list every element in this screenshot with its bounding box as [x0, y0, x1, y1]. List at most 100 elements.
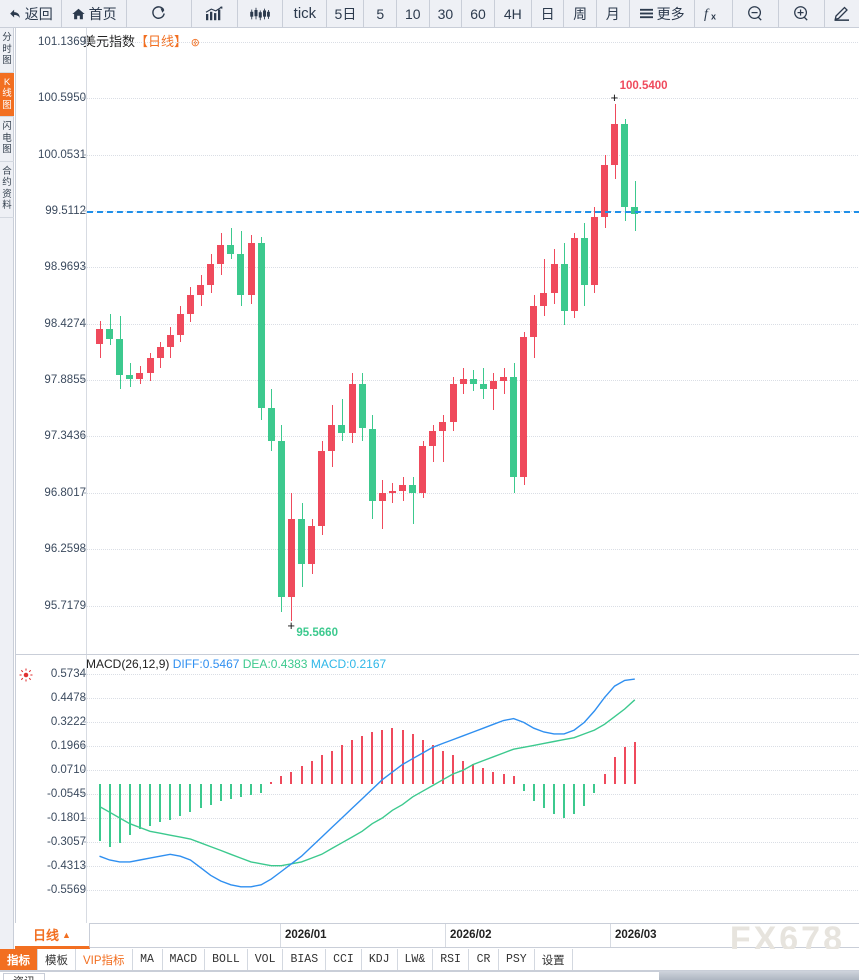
price-gridline — [87, 42, 859, 43]
more-button[interactable]: 更多 — [629, 0, 695, 27]
macd-gridline — [87, 842, 859, 843]
macd-y-tick-label: -0.0545 — [46, 788, 86, 800]
sidebar-filler — [0, 218, 13, 227]
sidebar-item-kline[interactable]: K线图 — [0, 72, 14, 117]
chart-type-candle-button[interactable] — [237, 0, 284, 27]
refresh-button[interactable] — [126, 0, 192, 27]
macd-histogram-bar — [452, 754, 454, 784]
period-week-button[interactable]: 周 — [564, 0, 597, 27]
candle-body — [318, 451, 326, 527]
indicator-tab-设置[interactable]: 设置 — [535, 949, 573, 970]
x-axis-separator — [610, 924, 611, 947]
macd-histogram-bar — [300, 766, 303, 784]
more-button-label: 更多 — [656, 5, 685, 22]
macd-histogram-bar — [613, 756, 616, 784]
candle-body — [176, 314, 184, 335]
macd-plot-area[interactable] — [86, 655, 859, 923]
timeframe-selector[interactable]: 日线 ▲ — [15, 923, 90, 949]
macd-gridline — [87, 794, 859, 795]
chart-title: 美元指数【日线】 ⊕ — [83, 31, 200, 50]
macd-histogram-bar — [138, 783, 141, 830]
candle-body — [510, 376, 518, 478]
macd-y-tick-label: 0.5734 — [50, 668, 86, 680]
home-button[interactable]: 首页 — [61, 0, 127, 27]
macd-gridline — [87, 818, 859, 819]
candle-body — [570, 238, 578, 311]
tick-button[interactable]: tick — [283, 0, 328, 27]
indicator-tab-模板[interactable]: 模板 — [38, 949, 76, 970]
macd-diff-line — [99, 678, 635, 888]
macd-histogram-bar — [522, 783, 525, 792]
indicator-tab-bias[interactable]: BIAS — [283, 949, 327, 970]
period-30-button[interactable]: 30 — [429, 0, 463, 27]
sidebar-item-timeshare[interactable]: 分时图 — [0, 28, 14, 73]
candle-body — [298, 518, 305, 564]
period-5d-button[interactable]: 5日 — [327, 0, 365, 27]
zoom-in-button[interactable] — [779, 0, 825, 27]
candle-body — [186, 295, 194, 315]
news-tab[interactable]: 资讯 — [3, 973, 45, 980]
candle-body — [449, 383, 457, 423]
macd-histogram-bar — [310, 760, 313, 784]
period-5-button[interactable]: 5 — [364, 0, 398, 27]
indicator-tab-指标[interactable]: 指标 — [0, 949, 38, 970]
macd-settings-icon[interactable] — [19, 668, 33, 682]
candle-body — [459, 378, 467, 384]
crosshair-toggle-icon[interactable]: ⊕ — [190, 37, 200, 49]
sidebar-item-lightning[interactable]: 闪电图 — [0, 117, 14, 162]
instrument-name: 美元指数 — [83, 34, 136, 49]
macd-histogram-bar — [340, 745, 343, 784]
indicator-tab-vip指标[interactable]: VIP指标 — [76, 949, 133, 970]
candle-wick — [341, 399, 343, 441]
period-4h-label: 4H — [503, 5, 522, 22]
macd-histogram-bar — [371, 731, 374, 784]
sidebar-item-contract-info[interactable]: 合约资料 — [0, 162, 14, 218]
price-y-tick-label: 96.8017 — [44, 486, 86, 499]
zoom-out-button[interactable] — [733, 0, 780, 27]
candle-body — [409, 484, 417, 493]
period-day-button[interactable]: 日 — [531, 0, 565, 27]
macd-value-label: MACD:0.2167 — [310, 657, 387, 671]
period-60-button[interactable]: 60 — [462, 0, 495, 27]
indicator-tab-kdj[interactable]: KDJ — [362, 949, 398, 970]
indicator-tab-rsi[interactable]: RSI — [433, 949, 469, 970]
macd-y-tick-mark — [82, 673, 86, 675]
period-month-label: 月 — [605, 5, 620, 22]
candle-body — [338, 425, 346, 433]
indicator-tab-cci[interactable]: CCI — [326, 949, 362, 970]
candle-body — [267, 407, 275, 441]
macd-histogram-bar — [553, 783, 555, 815]
period-4h-button[interactable]: 4H — [494, 0, 532, 27]
chart-type-line-button[interactable] — [191, 0, 238, 27]
indicator-tab-lw[interactable]: LW& — [398, 949, 434, 970]
indicator-tab-psy[interactable]: PSY — [499, 949, 535, 970]
back-arrow-icon — [9, 9, 20, 18]
macd-histogram-bar — [633, 742, 636, 784]
period-month-button[interactable]: 月 — [596, 0, 630, 27]
macd-gridline — [87, 698, 859, 699]
macd-y-tick-mark — [82, 793, 86, 795]
indicator-tab-cr[interactable]: CR — [469, 949, 499, 970]
indicator-tab-vol[interactable]: VOL — [248, 949, 284, 970]
timeframe-label: 【日线】 — [135, 34, 188, 49]
period-10-button[interactable]: 10 — [397, 0, 430, 27]
candle-body — [611, 123, 619, 166]
macd-histogram-bar — [401, 730, 404, 784]
price-gridline — [87, 436, 859, 438]
macd-dea-label: DEA:0.4383 — [242, 657, 308, 671]
pencil-icon — [834, 6, 849, 21]
horizontal-scrollbar[interactable] — [659, 971, 859, 980]
price-plot-area[interactable]: +100.5400 +95.5660 — [86, 28, 859, 654]
back-button[interactable]: 返回 — [0, 0, 62, 27]
macd-y-axis: 0.5734 0.4478 0.3222 0.1966 0.0710 -0.0545 -0.… — [16, 655, 86, 923]
candle-wick — [634, 181, 636, 231]
indicator-tab-macd[interactable]: MACD — [163, 949, 206, 970]
macd-histogram-bar — [290, 772, 293, 784]
indicator-tab-ma[interactable]: MA — [133, 949, 163, 970]
candle-body — [399, 484, 406, 491]
formula-button[interactable]: f x — [694, 0, 734, 27]
zoom-in-icon — [794, 6, 808, 21]
draw-button[interactable] — [825, 0, 859, 27]
indicator-tab-boll[interactable]: BOLL — [205, 949, 248, 970]
macd-histogram-bar — [280, 775, 283, 784]
